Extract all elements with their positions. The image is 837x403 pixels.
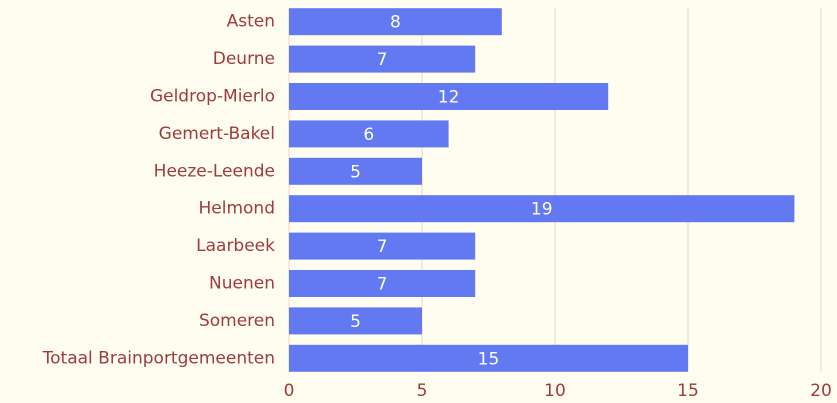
y-tick-label: Asten (227, 12, 275, 32)
value-label: 12 (438, 88, 460, 108)
bar (289, 83, 609, 110)
y-tick-label: Heeze-Leende (154, 161, 275, 181)
y-tick-label: Helmond (199, 199, 276, 219)
value-label: 8 (390, 13, 401, 33)
value-label: 7 (377, 237, 388, 257)
value-label: 19 (531, 200, 553, 220)
value-label: 7 (377, 50, 388, 70)
y-tick-label: Nuenen (209, 274, 275, 294)
value-label: 6 (363, 125, 374, 145)
x-tick-label: 10 (544, 381, 566, 401)
y-tick-label: Totaal Brainportgemeenten (42, 348, 275, 368)
value-label: 7 (377, 275, 388, 295)
bar (289, 344, 688, 372)
x-tick-label: 20 (810, 381, 832, 401)
y-tick-label: Deurne (213, 49, 275, 69)
bar (289, 307, 422, 335)
bar (289, 8, 502, 36)
bar (289, 120, 449, 148)
y-tick-label: Someren (199, 311, 275, 331)
y-tick-label: Geldrop-Mierlo (150, 87, 275, 107)
x-tick-label: 5 (417, 381, 428, 401)
y-tick-label: Laarbeek (196, 236, 275, 256)
bar (289, 232, 476, 260)
x-tick-label: 15 (677, 381, 699, 401)
bar (289, 45, 476, 73)
x-tick-label: 0 (284, 381, 295, 401)
value-label: 5 (350, 312, 361, 332)
value-label: 5 (350, 162, 361, 182)
bar (289, 195, 795, 223)
bar (289, 270, 476, 297)
value-label: 15 (478, 349, 500, 369)
y-tick-label: Gemert-Bakel (159, 124, 275, 144)
bar (289, 157, 422, 185)
